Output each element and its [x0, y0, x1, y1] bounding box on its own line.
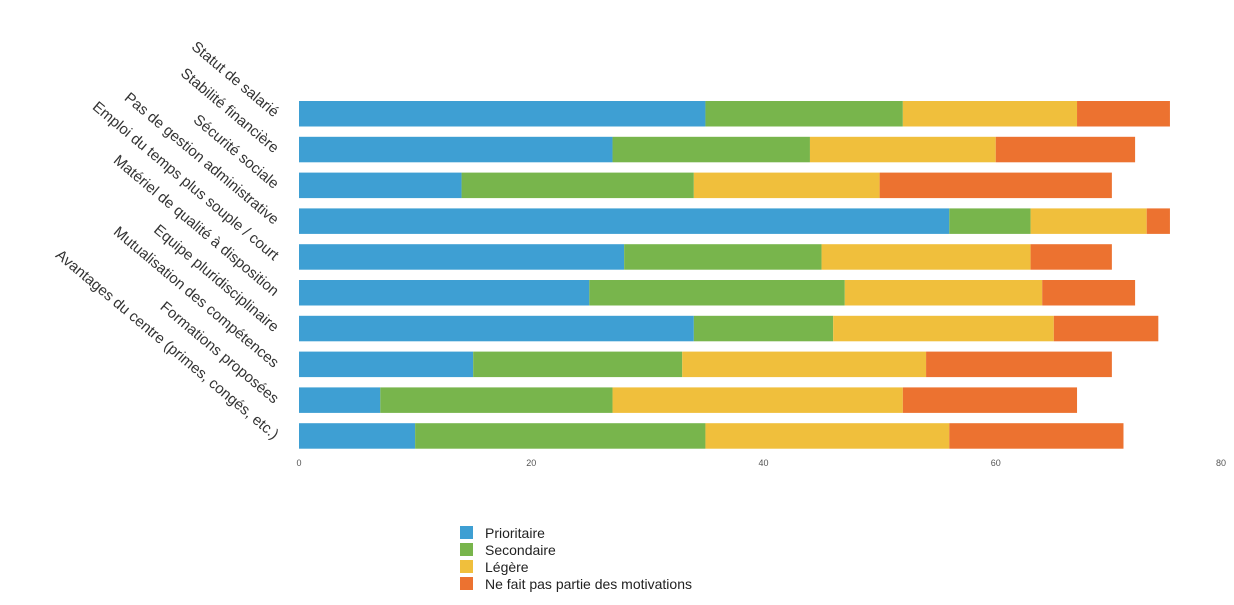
- bar-segment: [613, 387, 903, 413]
- bars-group: [299, 101, 1170, 449]
- bar-segment: [1147, 208, 1170, 234]
- bar-segment: [705, 101, 902, 127]
- bar-segment: [299, 280, 589, 306]
- bar-segment: [299, 101, 705, 127]
- legend-swatch: [460, 560, 473, 573]
- x-tick-label: 20: [526, 458, 536, 468]
- bar-segment: [949, 208, 1030, 234]
- bar-segment: [903, 101, 1077, 127]
- bar-segment: [299, 423, 415, 449]
- legend-label: Légère: [485, 559, 529, 575]
- legend: Prioritaire Secondaire Légère Ne fait pas p…: [460, 524, 692, 592]
- x-tick-label: 40: [758, 458, 768, 468]
- legend-swatch: [460, 543, 473, 556]
- bar-segment: [473, 352, 682, 378]
- bar-segment: [694, 316, 833, 342]
- bar-segment: [810, 137, 996, 163]
- bar-segment: [299, 316, 694, 342]
- bar-segment: [1031, 244, 1112, 270]
- bar-segment: [949, 423, 1123, 449]
- bar-segment: [299, 352, 473, 378]
- legend-swatch: [460, 526, 473, 539]
- legend-item: Ne fait pas partie des motivations: [460, 575, 692, 592]
- bar-segment: [415, 423, 705, 449]
- bar-segment: [299, 244, 624, 270]
- bar-segment: [845, 280, 1042, 306]
- bar-segment: [380, 387, 612, 413]
- x-tick-label: 60: [991, 458, 1001, 468]
- x-tick-label: 0: [296, 458, 301, 468]
- legend-item: Secondaire: [460, 541, 692, 558]
- bar-segment: [705, 423, 949, 449]
- bar-segment: [624, 244, 821, 270]
- bar-segment: [462, 173, 694, 199]
- bar-segment: [1031, 208, 1147, 234]
- bar-segment: [1054, 316, 1159, 342]
- bar-segment: [903, 387, 1077, 413]
- x-tick-label: 80: [1216, 458, 1226, 468]
- bar-segment: [926, 352, 1112, 378]
- bar-segment: [880, 173, 1112, 199]
- bar-segment: [1042, 280, 1135, 306]
- bar-segment: [996, 137, 1135, 163]
- legend-swatch: [460, 577, 473, 590]
- bar-segment: [589, 280, 844, 306]
- bar-segment: [833, 316, 1054, 342]
- bar-segment: [822, 244, 1031, 270]
- x-axis-ticks: 0 20 40 60 80: [296, 458, 1226, 468]
- bar-segment: [694, 173, 880, 199]
- bar-segment: [299, 137, 613, 163]
- bar-segment: [299, 208, 949, 234]
- bar-segment: [299, 387, 380, 413]
- bar-segment: [613, 137, 810, 163]
- bar-segment: [299, 173, 462, 199]
- bar-segment: [682, 352, 926, 378]
- legend-item: Légère: [460, 558, 692, 575]
- legend-item: Prioritaire: [460, 524, 692, 541]
- legend-label: Secondaire: [485, 542, 556, 558]
- legend-label: Prioritaire: [485, 525, 545, 541]
- bar-segment: [1077, 101, 1170, 127]
- legend-label: Ne fait pas partie des motivations: [485, 576, 692, 592]
